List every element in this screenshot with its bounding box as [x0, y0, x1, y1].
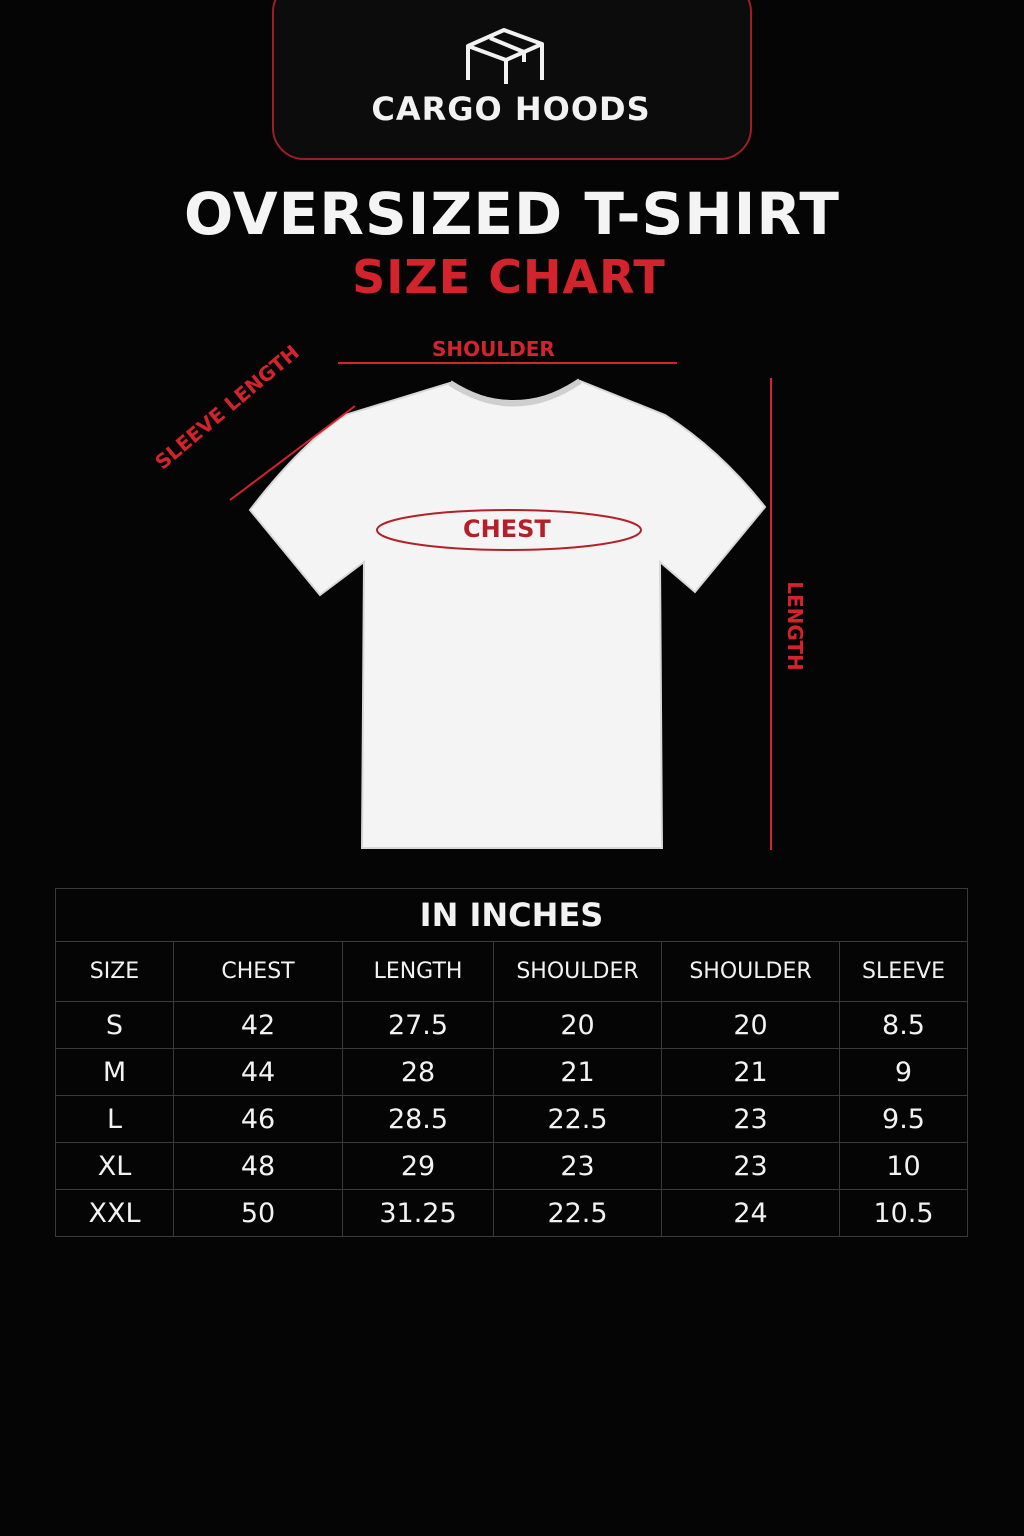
- table-cell: 46: [173, 1095, 343, 1143]
- table-cell: 10: [839, 1142, 968, 1190]
- table-row: S 42 27.5 20 20 8.5: [55, 1001, 968, 1049]
- tshirt-illustration: [248, 379, 767, 849]
- table-cell: 48: [173, 1142, 343, 1190]
- table-cell: 8.5: [839, 1001, 968, 1049]
- table-cell: 20: [493, 1001, 662, 1049]
- logo-panel: [272, 0, 752, 160]
- table-caption-row: IN INCHES: [55, 888, 968, 942]
- length-label: LENGTH: [783, 581, 807, 671]
- header-sleeve: SLEEVE: [839, 941, 968, 1002]
- header-chest: CHEST: [173, 941, 343, 1002]
- box-icon: [466, 28, 544, 84]
- chest-label: CHEST: [463, 515, 551, 543]
- table-cell: 10.5: [839, 1189, 968, 1237]
- table-row: M 44 28 21 21 9: [55, 1048, 968, 1096]
- table-row: XXL 50 31.25 22.5 24 10.5: [55, 1189, 968, 1237]
- table-cell: 9.5: [839, 1095, 968, 1143]
- table-cell: 50: [173, 1189, 343, 1237]
- table-body: S 42 27.5 20 20 8.5 M 44 28 21 21 9 L 46 28.5 22.5 23 9.5…: [55, 1001, 968, 1237]
- header-length: LENGTH: [342, 941, 494, 1002]
- table-cell: S: [55, 1001, 174, 1049]
- table-cell: 31.25: [342, 1189, 494, 1237]
- page-title: OVERSIZED T-SHIRT: [184, 180, 840, 248]
- table-cell: 23: [661, 1142, 840, 1190]
- table-cell: 28.5: [342, 1095, 494, 1143]
- header-size: SIZE: [55, 941, 174, 1002]
- table-cell: L: [55, 1095, 174, 1143]
- size-table: IN INCHES SIZE CHEST LENGTH SHOULDER SHO…: [55, 888, 968, 1237]
- table-cell: 23: [493, 1142, 662, 1190]
- chest-ellipse: [376, 509, 642, 551]
- table-cell: 22.5: [493, 1189, 662, 1237]
- table-cell: 22.5: [493, 1095, 662, 1143]
- table-cell: 9: [839, 1048, 968, 1096]
- table-cell: 20: [661, 1001, 840, 1049]
- table-cell: 27.5: [342, 1001, 494, 1049]
- page-subtitle: SIZE CHART: [352, 250, 666, 304]
- header-shoulder-2: SHOULDER: [661, 941, 840, 1002]
- sleeve-line: [229, 405, 356, 501]
- shoulder-label: SHOULDER: [432, 337, 555, 361]
- brand-name: CARGO HOODS: [371, 90, 651, 128]
- table-cell: M: [55, 1048, 174, 1096]
- table-cell: 24: [661, 1189, 840, 1237]
- table-cell: 44: [173, 1048, 343, 1096]
- table-caption: IN INCHES: [55, 888, 968, 942]
- table-cell: 21: [493, 1048, 662, 1096]
- tshirt-diagram: [229, 362, 772, 850]
- table-cell: XXL: [55, 1189, 174, 1237]
- table-row: L 46 28.5 22.5 23 9.5: [55, 1095, 968, 1143]
- table-cell: 42: [173, 1001, 343, 1049]
- table-header-row: SIZE CHEST LENGTH SHOULDER SHOULDER SLEE…: [55, 941, 968, 1002]
- table-cell: 21: [661, 1048, 840, 1096]
- table-cell: 29: [342, 1142, 494, 1190]
- collar: [448, 378, 582, 407]
- table-cell: XL: [55, 1142, 174, 1190]
- table-row: XL 48 29 23 23 10: [55, 1142, 968, 1190]
- header-shoulder: SHOULDER: [493, 941, 662, 1002]
- table-cell: 28: [342, 1048, 494, 1096]
- table-cell: 23: [661, 1095, 840, 1143]
